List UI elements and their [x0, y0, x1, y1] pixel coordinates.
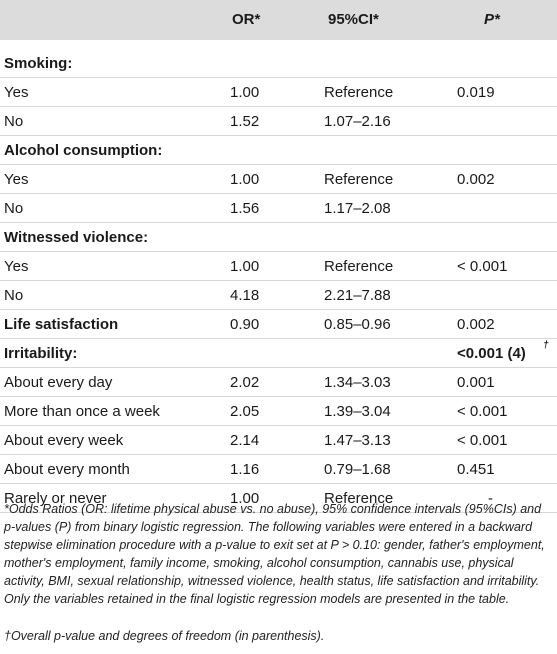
row-label: Irritability:	[4, 345, 78, 362]
cell-p: 0.002	[457, 316, 495, 333]
table-row: More than once a week 2.05 1.39–3.04 < 0.00…	[0, 397, 557, 426]
row-label: Smoking:	[4, 55, 73, 72]
row-label: About every month	[4, 461, 130, 478]
cell-or: 1.00	[230, 258, 260, 275]
row-label: Rarely or never	[4, 490, 107, 507]
cell-p: 0.001	[457, 374, 495, 391]
row-label: Life satisfaction	[4, 316, 119, 333]
cell-ci: Reference	[324, 490, 394, 507]
table-row: Life satisfaction 0.90 0.85–0.96 0.002	[0, 310, 557, 339]
cell-or: 1.00	[230, 84, 260, 101]
row-label: About every day	[4, 374, 113, 391]
cell-or: 1.16	[230, 461, 260, 478]
cell-or: 4.18	[230, 287, 260, 304]
table-header: OR* 95%CI* P*	[0, 0, 557, 40]
cell-p: < 0.001	[457, 258, 508, 275]
row-label: Yes	[4, 258, 29, 275]
table-row: Rarely or never 1.00 Reference -	[0, 484, 557, 513]
cell-ci: 1.07–2.16	[324, 113, 391, 130]
table-row: About every day 2.02 1.34–3.03 0.001	[0, 368, 557, 397]
cell-p: 0.002	[457, 171, 495, 188]
header-ci: 95%CI*	[328, 11, 379, 28]
cell-ci: Reference	[324, 258, 394, 275]
row-label: No	[4, 113, 24, 130]
header-or: OR*	[232, 11, 261, 28]
table-row: No 1.52 1.07–2.16	[0, 107, 557, 136]
cell-or: 1.56	[230, 200, 260, 217]
cell-or: 2.02	[230, 374, 260, 391]
cell-ci: 1.17–2.08	[324, 200, 391, 217]
cell-ci: 1.39–3.04	[324, 403, 391, 420]
header-p: P*	[484, 11, 500, 28]
table-row: No 4.18 2.21–7.88	[0, 281, 557, 310]
cell-ci: Reference	[324, 84, 394, 101]
table-row: Alcohol consumption:	[0, 136, 557, 165]
cell-p: 0.019	[457, 84, 495, 101]
row-label: About every week	[4, 432, 124, 449]
cell-or: 2.14	[230, 432, 260, 449]
table-row: Irritability: <0.001 (4) †	[0, 339, 557, 368]
dagger-mark: †	[543, 340, 549, 351]
cell-ci: 0.85–0.96	[324, 316, 391, 333]
row-label: No	[4, 287, 24, 304]
table-row: Smoking:	[0, 49, 557, 78]
table-row: Yes 1.00 Reference 0.019	[0, 78, 557, 107]
row-label: Alcohol consumption:	[4, 142, 163, 159]
cell-p: -	[488, 490, 493, 507]
table-row: About every month 1.16 0.79–1.68 0.451	[0, 455, 557, 484]
cell-p: < 0.001	[457, 432, 508, 449]
cell-or: 1.52	[230, 113, 260, 130]
cell-p: 0.451	[457, 461, 495, 478]
row-label: More than once a week	[4, 403, 160, 420]
row-label: No	[4, 200, 24, 217]
row-label: Yes	[4, 171, 29, 188]
cell-ci: Reference	[324, 171, 394, 188]
cell-ci: 1.34–3.03	[324, 374, 391, 391]
cell-ci: 0.79–1.68	[324, 461, 391, 478]
table-row: No 1.56 1.17–2.08	[0, 194, 557, 223]
cell-ci: 1.47–3.13	[324, 432, 391, 449]
table-row: Yes 1.00 Reference < 0.001	[0, 252, 557, 281]
cell-ci: 2.21–7.88	[324, 287, 391, 304]
cell-or: 1.00	[230, 171, 260, 188]
cell-p: < 0.001	[457, 403, 508, 420]
table-row: Witnessed violence:	[0, 223, 557, 252]
cell-or: 1.00	[230, 490, 260, 507]
table-row: Yes 1.00 Reference 0.002	[0, 165, 557, 194]
cell-or: 2.05	[230, 403, 260, 420]
row-label: Yes	[4, 84, 29, 101]
cell-p: <0.001 (4)	[457, 345, 526, 362]
footnote-main: *Odds Ratios (OR: lifetime physical abus…	[4, 502, 545, 606]
cell-or: 0.90	[230, 316, 260, 333]
row-label: Witnessed violence:	[4, 229, 149, 246]
table-row: About every week 2.14 1.47–3.13 < 0.001	[0, 426, 557, 455]
footnote-dagger: †Overall p-value and degrees of freedom …	[4, 629, 325, 643]
